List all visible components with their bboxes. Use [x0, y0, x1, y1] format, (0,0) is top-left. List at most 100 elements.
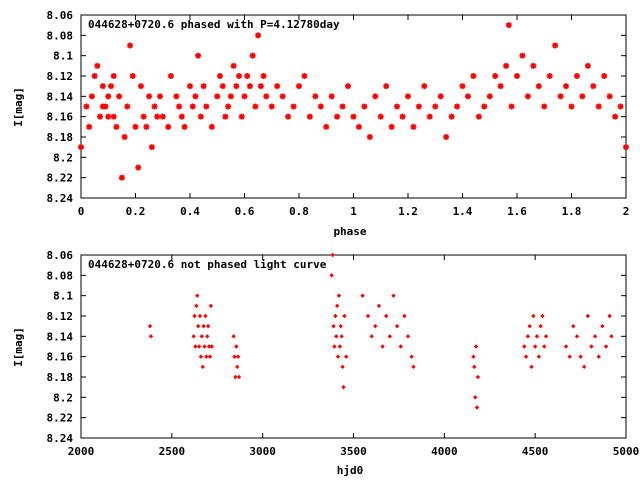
data-point: [600, 323, 605, 329]
data-point: [202, 344, 207, 349]
data-point: [147, 323, 153, 329]
data-point: [534, 334, 540, 339]
y-tick-label: 8.14: [47, 90, 74, 103]
data-point: [514, 73, 520, 79]
data-point: [474, 405, 480, 410]
data-point: [411, 364, 416, 370]
data-point: [334, 303, 340, 309]
x-tick-label: 0.4: [180, 205, 200, 218]
data-point: [505, 22, 512, 29]
data-point: [443, 134, 450, 140]
data-point: [372, 93, 379, 100]
data-point: [97, 113, 104, 120]
data-point: [208, 303, 214, 309]
data-point: [132, 123, 139, 130]
data-point: [584, 62, 591, 69]
data-point: [475, 374, 481, 380]
data-point: [336, 293, 342, 298]
x-tick-label: 0.2: [126, 205, 146, 218]
data-point: [290, 103, 297, 110]
data-point: [236, 374, 242, 380]
x-tick-label: 1.2: [398, 205, 418, 218]
data-point: [249, 52, 256, 59]
data-points: [78, 22, 629, 181]
data-point: [205, 334, 210, 339]
data-point: [365, 313, 371, 319]
y-tick-label: 8.18: [47, 371, 74, 384]
data-point: [187, 83, 193, 90]
data-point: [78, 144, 84, 151]
data-point: [334, 334, 339, 339]
data-point: [192, 313, 197, 319]
data-point: [154, 113, 161, 120]
data-point: [470, 73, 477, 79]
data-point: [574, 334, 580, 339]
data-point: [233, 374, 238, 380]
data-point: [205, 323, 211, 329]
data-point: [219, 83, 226, 90]
data-point: [208, 123, 215, 130]
data-point: [197, 113, 204, 120]
data-point: [475, 113, 482, 120]
x-tick-label: 5000: [613, 445, 640, 458]
data-point: [383, 83, 390, 90]
data-point: [191, 334, 196, 339]
data-point: [225, 103, 232, 110]
data-point: [542, 344, 547, 349]
data-point: [603, 344, 609, 349]
data-point: [196, 344, 202, 349]
data-point: [143, 123, 150, 130]
y-tick-label: 8.12: [47, 310, 74, 323]
data-point: [301, 73, 308, 79]
x-tick-label: 0.8: [289, 205, 309, 218]
data-point: [209, 344, 214, 349]
data-point: [203, 103, 210, 110]
data-point: [332, 344, 337, 349]
data-point: [110, 73, 117, 79]
data-point: [503, 62, 510, 69]
data-point: [148, 334, 154, 339]
data-point: [337, 344, 343, 349]
data-point: [110, 113, 117, 120]
y-tick-label: 8.2: [53, 391, 73, 404]
data-point: [129, 73, 136, 79]
y-tick-label: 8.08: [47, 29, 74, 42]
x-tick-label: 0.6: [235, 205, 255, 218]
data-point: [546, 73, 553, 79]
data-point: [159, 113, 166, 120]
data-point: [195, 323, 201, 329]
data-point: [532, 344, 538, 349]
data-point: [216, 73, 223, 79]
data-point: [609, 334, 614, 339]
data-point: [91, 73, 98, 79]
y-tick-label: 8.12: [47, 70, 74, 83]
data-point: [394, 103, 401, 110]
y-tick-label: 8.06: [47, 9, 74, 22]
data-point: [165, 123, 172, 130]
data-point: [157, 93, 164, 100]
plot-title: 044628+0720.6 phased with P=4.12780day: [88, 18, 340, 31]
data-point: [105, 113, 112, 120]
data-point: [391, 293, 396, 298]
data-point: [410, 123, 417, 130]
y-tick-label: 8.16: [47, 351, 74, 364]
data-point: [531, 313, 536, 319]
data-point: [214, 93, 221, 100]
data-point: [398, 344, 403, 349]
data-point: [464, 93, 471, 100]
data-point: [118, 174, 125, 181]
data-point: [387, 334, 393, 339]
data-point: [360, 293, 365, 298]
x-tick-label: 2500: [159, 445, 186, 458]
data-point: [222, 113, 229, 120]
data-point: [198, 354, 204, 359]
data-point: [617, 103, 624, 110]
tick-marks: 2000 2500 3000 3500 4000 4500 50008.068.088.18…: [47, 249, 640, 458]
data-point: [481, 103, 488, 110]
data-point: [405, 334, 411, 339]
data-point: [473, 395, 478, 400]
data-point: [189, 103, 196, 110]
data-point: [151, 103, 158, 110]
data-point: [167, 73, 174, 79]
data-point: [567, 354, 572, 359]
